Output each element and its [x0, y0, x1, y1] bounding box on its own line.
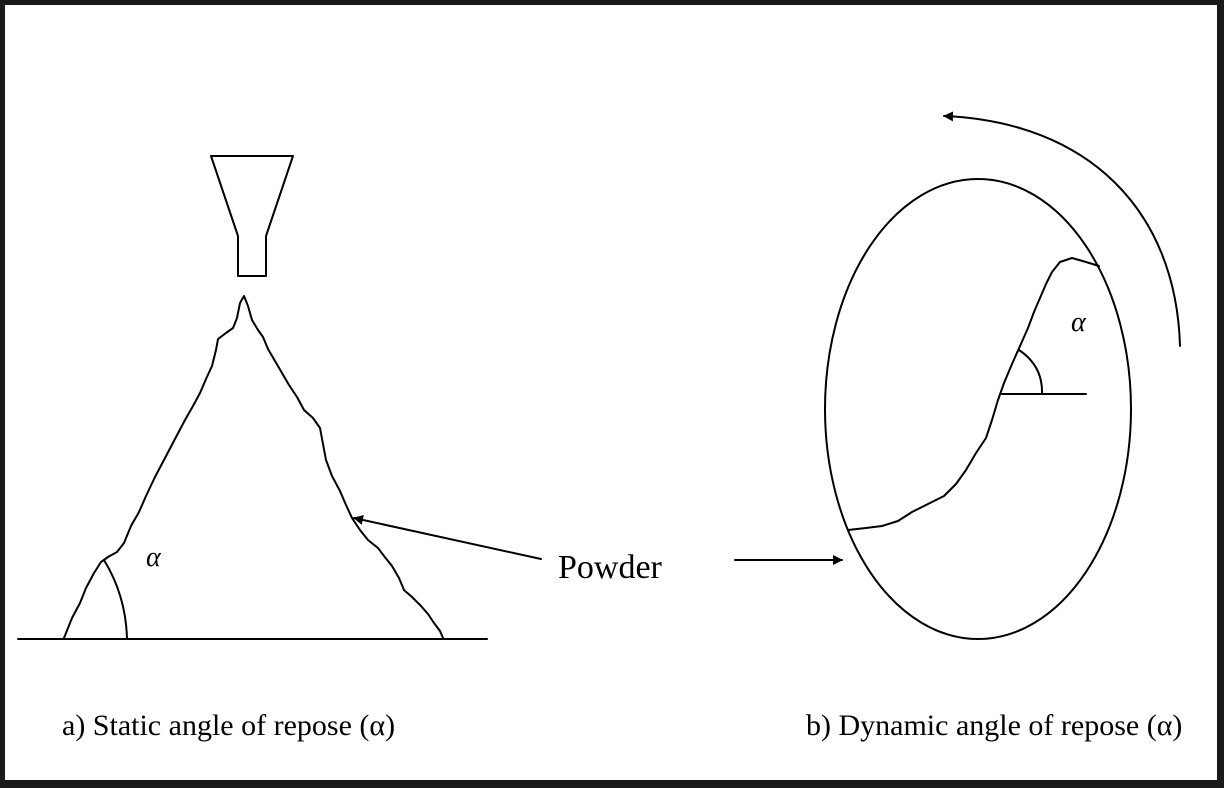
caption-static: a) Static angle of repose (α): [62, 709, 395, 742]
angle-arc-dynamic: [1018, 349, 1044, 395]
powder-surface: [847, 257, 1100, 531]
static-panel: α a) Static angle of repose (α): [17, 155, 488, 742]
funnel-icon: [210, 155, 294, 277]
powder-label: Powder: [558, 549, 663, 586]
powder-heap: [63, 295, 444, 639]
powder-arrow-left: [353, 515, 542, 560]
caption-dynamic: b) Dynamic angle of repose (α): [806, 709, 1182, 742]
dynamic-panel: α b) Dynamic angle of repose (α): [806, 111, 1182, 742]
angle-arc: [103, 559, 128, 640]
rotating-drum: [824, 178, 1132, 640]
rotation-arrow-icon: [943, 111, 1181, 347]
alpha-label-static: α: [146, 542, 162, 573]
powder-callout: Powder: [353, 515, 843, 586]
alpha-label-dynamic: α: [1071, 307, 1087, 338]
